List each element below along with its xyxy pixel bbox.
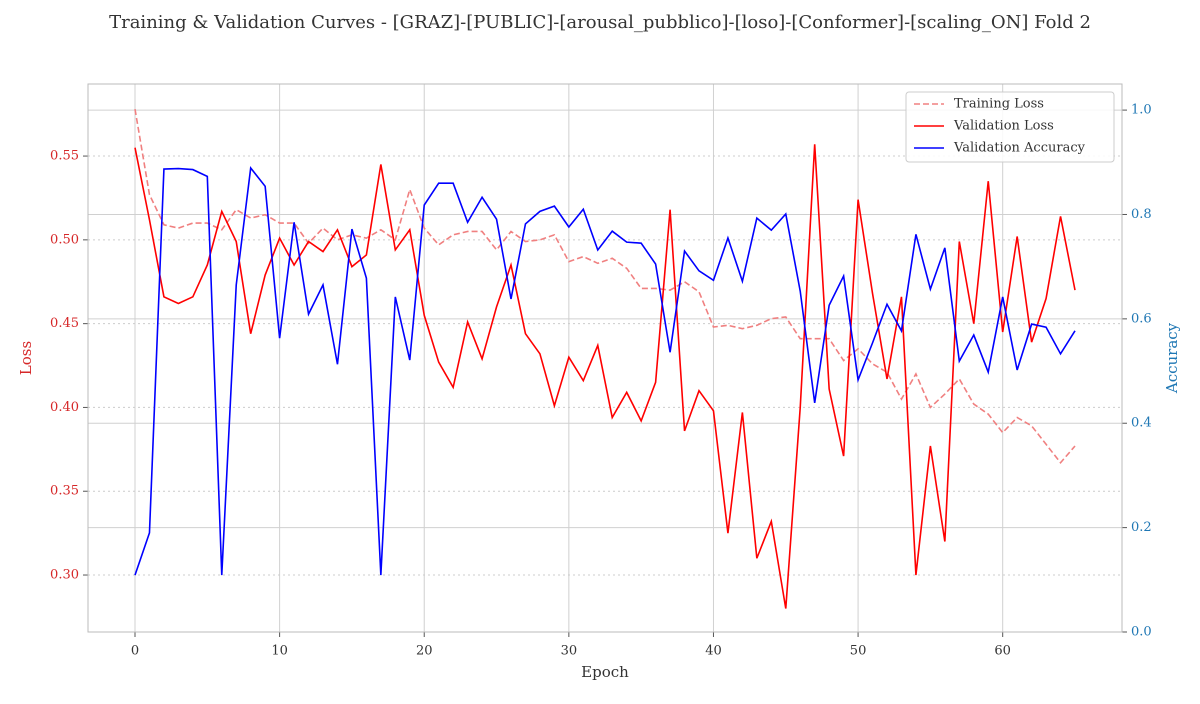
y-axis-label: Loss (17, 341, 35, 375)
y-tick-label: 0.55 (50, 149, 79, 164)
x-tick-label: 30 (561, 644, 578, 659)
y2-tick-label: 0.4 (1131, 416, 1152, 431)
x-tick-label: 50 (850, 644, 867, 659)
series-line (134, 144, 1076, 609)
x-tick-label: 10 (271, 644, 288, 659)
legend-box (905, 91, 1115, 163)
series-line (134, 109, 1076, 464)
y-tick-label: 0.50 (50, 232, 79, 247)
y-tick-label: 0.40 (50, 400, 79, 415)
y-tick-label: 0.35 (50, 484, 79, 499)
legend-label: Validation Accuracy (953, 141, 1086, 156)
x-tick-label: 40 (705, 644, 722, 659)
y2-tick-label: 0.2 (1131, 520, 1152, 535)
y-tick-label: 0.45 (50, 316, 79, 331)
legend-label: Validation Loss (953, 119, 1054, 134)
y-tick-label: 0.30 (50, 568, 79, 583)
y2-tick-label: 0.6 (1131, 311, 1152, 326)
plot-frame (87, 83, 1123, 633)
legend-label: Training Loss (954, 97, 1044, 112)
series-line (134, 166, 1076, 576)
y2-tick-label: 0.8 (1131, 207, 1152, 222)
y2-tick-label: 0.0 (1131, 625, 1152, 640)
chart-title: Training & Validation Curves - [GRAZ]-[P… (109, 12, 1091, 33)
x-tick-label: 60 (994, 644, 1011, 659)
x-tick-label: 20 (416, 644, 433, 659)
y2-axis-label: Accuracy (1163, 322, 1181, 394)
y2-tick-label: 1.0 (1131, 103, 1152, 118)
x-axis-label: Epoch (581, 663, 629, 681)
x-tick-label: 0 (131, 644, 139, 659)
